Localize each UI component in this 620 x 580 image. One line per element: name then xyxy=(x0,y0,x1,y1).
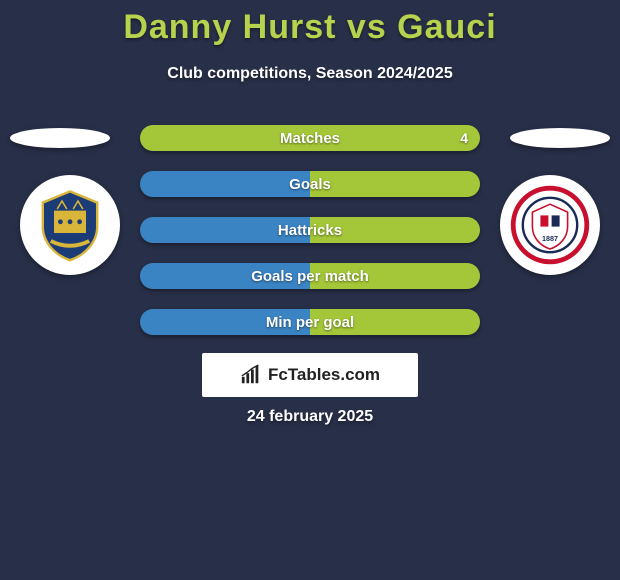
brand-text: FcTables.com xyxy=(268,365,380,385)
page-subtitle: Club competitions, Season 2024/2025 xyxy=(0,65,620,83)
stat-bar-label: Hattricks xyxy=(278,222,342,239)
stat-bar-label: Goals per match xyxy=(251,268,369,285)
stat-bar: Goals per match xyxy=(140,263,480,289)
stat-bar: Min per goal xyxy=(140,309,480,335)
page-title: Danny Hurst vs Gauci xyxy=(0,0,620,47)
comparison-bars: Matches 4 Goals Hattricks Goals per match Min… xyxy=(140,125,480,355)
stat-bar: Matches 4 xyxy=(140,125,480,151)
stat-bar-label: Goals xyxy=(289,176,331,193)
club-crest-right: 1887 xyxy=(500,175,600,275)
stat-bar: Goals xyxy=(140,171,480,197)
club-crest-left xyxy=(20,175,120,275)
brand-box: FcTables.com xyxy=(202,353,418,397)
generated-date: 24 february 2025 xyxy=(0,408,620,426)
stockport-crest-icon xyxy=(30,185,110,265)
player-right-avatar-placeholder xyxy=(510,128,610,148)
stat-bar: Hattricks xyxy=(140,217,480,243)
stat-bar-label: Min per goal xyxy=(266,314,354,331)
svg-text:1887: 1887 xyxy=(542,234,558,243)
player-left-avatar-placeholder xyxy=(10,128,110,148)
stat-bar-value-right: 4 xyxy=(460,130,468,146)
barnsley-crest-icon: 1887 xyxy=(510,185,590,265)
bar-chart-icon xyxy=(240,364,262,386)
stat-bar-label: Matches xyxy=(280,130,340,147)
